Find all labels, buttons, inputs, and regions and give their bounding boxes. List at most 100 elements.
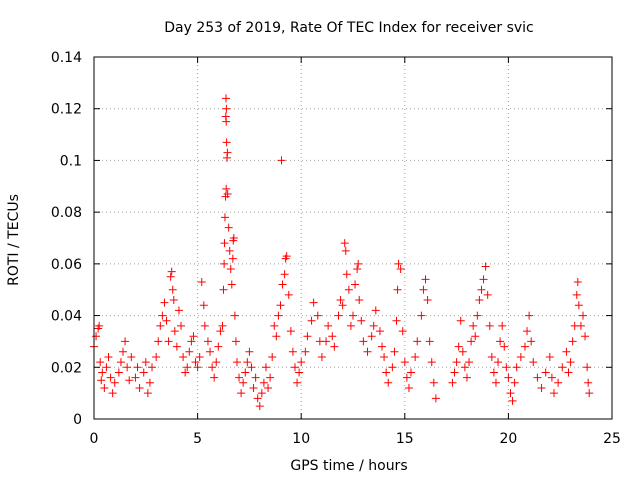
- data-point: [286, 327, 295, 336]
- x-tick-label: 0: [90, 431, 99, 447]
- data-point: [483, 290, 492, 299]
- data-point: [104, 352, 113, 361]
- data-point: [170, 327, 179, 336]
- data-point: [174, 306, 183, 315]
- data-point: [431, 394, 440, 403]
- data-point: [237, 389, 246, 398]
- data-point: [241, 368, 250, 377]
- data-point: [290, 363, 299, 372]
- data-point: [253, 394, 262, 403]
- data-point: [558, 363, 567, 372]
- data-point: [235, 373, 244, 382]
- y-tick-label: 0.14: [51, 50, 82, 66]
- data-point: [402, 373, 411, 382]
- data-point: [293, 378, 302, 387]
- data-point: [581, 332, 590, 341]
- data-point: [512, 363, 521, 372]
- data-point: [523, 327, 532, 336]
- data-point: [168, 285, 177, 294]
- data-point: [169, 296, 178, 305]
- data-point: [341, 246, 350, 255]
- data-point: [336, 296, 345, 305]
- axis-ticks: [93, 56, 613, 420]
- data-point: [259, 378, 268, 387]
- data-point: [272, 332, 281, 341]
- data-point: [533, 373, 542, 382]
- data-point: [195, 352, 204, 361]
- data-point: [303, 332, 312, 341]
- data-point: [572, 290, 581, 299]
- data-point: [340, 239, 349, 248]
- data-point: [167, 267, 176, 276]
- data-point: [502, 363, 511, 372]
- data-points: [90, 94, 594, 411]
- data-point: [382, 368, 391, 377]
- data-point: [225, 246, 234, 255]
- y-tick-label: 0.06: [51, 257, 82, 273]
- data-point: [419, 285, 428, 294]
- data-point: [554, 378, 563, 387]
- data-point: [212, 358, 221, 367]
- data-point: [97, 376, 106, 385]
- data-point: [309, 298, 318, 307]
- data-point: [427, 358, 436, 367]
- data-point: [280, 270, 289, 279]
- data-point: [141, 358, 150, 367]
- data-point: [411, 352, 420, 361]
- y-tick-labels: 0 0.02 0.04 0.06 0.08 0.1 0.12 0.14: [51, 50, 82, 428]
- data-point: [498, 321, 507, 330]
- data-point: [116, 358, 125, 367]
- data-point: [525, 311, 534, 320]
- data-point: [317, 352, 326, 361]
- data-point: [481, 262, 490, 271]
- data-point: [353, 265, 362, 274]
- data-point: [388, 363, 397, 372]
- data-point: [166, 272, 175, 281]
- data-point: [355, 296, 364, 305]
- data-point: [160, 298, 169, 307]
- data-point: [95, 321, 104, 330]
- data-point: [297, 358, 306, 367]
- data-point: [460, 363, 469, 372]
- data-point: [473, 311, 482, 320]
- data-point: [396, 265, 405, 274]
- data-point: [227, 280, 236, 289]
- data-point: [121, 337, 130, 346]
- data-point: [193, 363, 202, 372]
- data-point: [185, 347, 194, 356]
- x-tick-label: 25: [603, 431, 621, 447]
- data-point: [222, 184, 231, 193]
- data-point: [268, 352, 277, 361]
- y-tick-label: 0.1: [60, 153, 82, 169]
- data-point: [197, 277, 206, 286]
- data-point: [210, 373, 219, 382]
- data-point: [179, 352, 188, 361]
- plot-frame: [93, 56, 613, 420]
- data-point: [573, 277, 582, 286]
- data-point: [264, 383, 273, 392]
- data-point: [218, 321, 227, 330]
- data-point: [487, 352, 496, 361]
- data-point: [221, 94, 230, 103]
- data-point: [417, 311, 426, 320]
- data-point: [363, 347, 372, 356]
- data-point: [96, 358, 105, 367]
- data-point: [224, 223, 233, 232]
- data-point: [421, 275, 430, 284]
- data-point: [133, 363, 142, 372]
- data-point: [220, 259, 229, 268]
- data-point: [584, 378, 593, 387]
- data-point: [574, 301, 583, 310]
- data-point: [98, 368, 107, 377]
- data-point: [576, 321, 585, 330]
- data-point: [229, 234, 238, 242]
- data-point: [284, 290, 293, 299]
- data-point: [208, 363, 217, 372]
- data-point: [200, 321, 209, 330]
- chart-title: Day 253 of 2019, Rate Of TEC Index for r…: [164, 20, 534, 36]
- data-point: [407, 368, 416, 377]
- data-point: [261, 363, 270, 372]
- data-point: [123, 363, 132, 372]
- data-point: [475, 296, 484, 305]
